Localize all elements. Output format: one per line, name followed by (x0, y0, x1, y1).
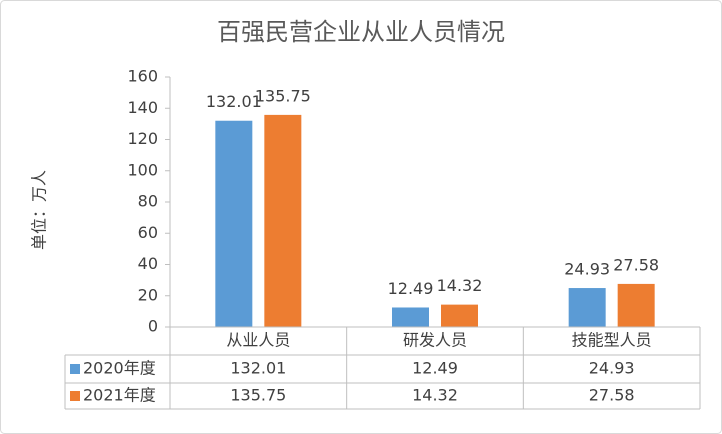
x-tick-label: 研发人员 (403, 331, 467, 350)
bar (215, 120, 253, 327)
legend-swatch (70, 391, 80, 401)
y-tick-label: 140 (127, 98, 158, 117)
data-label: 135.75 (255, 86, 311, 105)
y-tick-label: 60 (138, 223, 158, 242)
y-tick-label: 40 (138, 254, 158, 273)
chart-title: 百强民营企业从业人员情况 (217, 18, 505, 46)
x-tick-label: 技能型人员 (572, 331, 652, 350)
data-label: 12.49 (388, 279, 434, 298)
data-label: 14.32 (437, 276, 483, 295)
y-tick-label: 20 (138, 285, 158, 304)
data-label: 132.01 (206, 92, 262, 111)
data-label: 24.93 (564, 260, 610, 279)
y-tick-label: 0 (148, 317, 158, 336)
y-tick-label: 80 (138, 192, 158, 211)
y-tick-label: 100 (127, 160, 158, 179)
y-tick-label: 120 (127, 129, 158, 148)
table-value: 132.01 (230, 359, 286, 378)
legend-swatch (70, 364, 80, 374)
bar (441, 304, 478, 327)
table-value: 12.49 (412, 359, 458, 378)
bar (568, 288, 606, 327)
legend-label: 2020年度 (83, 359, 156, 378)
table-value: 14.32 (412, 386, 458, 405)
table-value: 24.93 (589, 359, 635, 378)
table-value: 27.58 (589, 386, 635, 405)
x-tick-label: 从业人员 (226, 331, 290, 350)
data-label: 27.58 (613, 255, 659, 274)
legend-label: 2021年度 (83, 386, 156, 405)
y-tick-label: 160 (127, 67, 158, 86)
y-axis-label: 单位：万人 (30, 170, 49, 250)
bar (617, 283, 655, 327)
bar (392, 307, 429, 327)
table-value: 135.75 (230, 386, 286, 405)
bar (264, 114, 302, 327)
